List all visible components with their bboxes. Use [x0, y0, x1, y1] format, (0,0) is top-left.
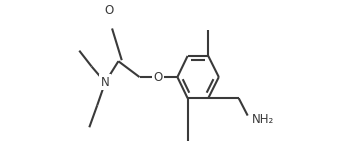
- Text: O: O: [153, 70, 163, 84]
- Text: NH₂: NH₂: [252, 113, 274, 126]
- Text: O: O: [104, 4, 113, 17]
- Text: N: N: [101, 76, 110, 89]
